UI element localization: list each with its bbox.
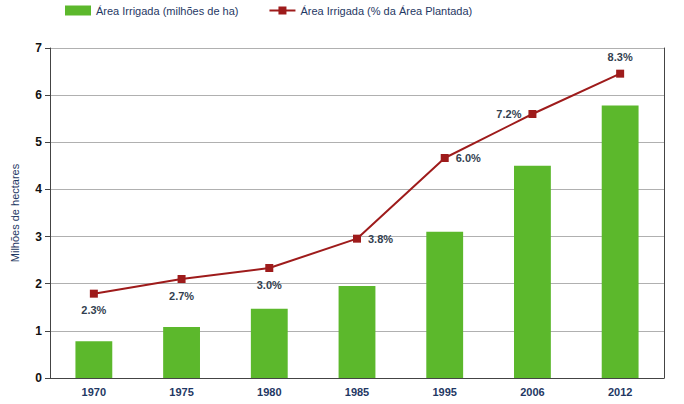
svg-text:8.3%: 8.3% bbox=[608, 51, 633, 63]
svg-text:2.3%: 2.3% bbox=[81, 304, 106, 316]
svg-text:Área Irrigada (milhões de ha): Área Irrigada (milhões de ha) bbox=[96, 5, 238, 17]
svg-text:7: 7 bbox=[35, 41, 42, 55]
svg-text:1980: 1980 bbox=[257, 386, 281, 398]
svg-text:2006: 2006 bbox=[520, 386, 544, 398]
svg-text:1970: 1970 bbox=[82, 386, 106, 398]
svg-text:2.7%: 2.7% bbox=[169, 290, 194, 302]
svg-text:5: 5 bbox=[35, 135, 42, 149]
svg-text:Área Irrigada (% da Área Plant: Área Irrigada (% da Área Plantada) bbox=[300, 5, 472, 17]
svg-text:1: 1 bbox=[35, 324, 42, 338]
svg-text:6: 6 bbox=[35, 88, 42, 102]
svg-text:7.2%: 7.2% bbox=[496, 108, 521, 120]
svg-text:6.0%: 6.0% bbox=[456, 152, 481, 164]
svg-text:2: 2 bbox=[35, 277, 42, 291]
svg-text:1995: 1995 bbox=[432, 386, 456, 398]
svg-text:0: 0 bbox=[35, 371, 42, 385]
svg-text:Milhões de hectares: Milhões de hectares bbox=[9, 163, 21, 262]
svg-text:3.8%: 3.8% bbox=[368, 233, 393, 245]
svg-text:2012: 2012 bbox=[608, 386, 632, 398]
svg-text:3.0%: 3.0% bbox=[257, 279, 282, 291]
svg-text:3: 3 bbox=[35, 230, 42, 244]
svg-text:1975: 1975 bbox=[169, 386, 193, 398]
svg-text:4: 4 bbox=[35, 182, 42, 196]
svg-text:1985: 1985 bbox=[345, 386, 369, 398]
